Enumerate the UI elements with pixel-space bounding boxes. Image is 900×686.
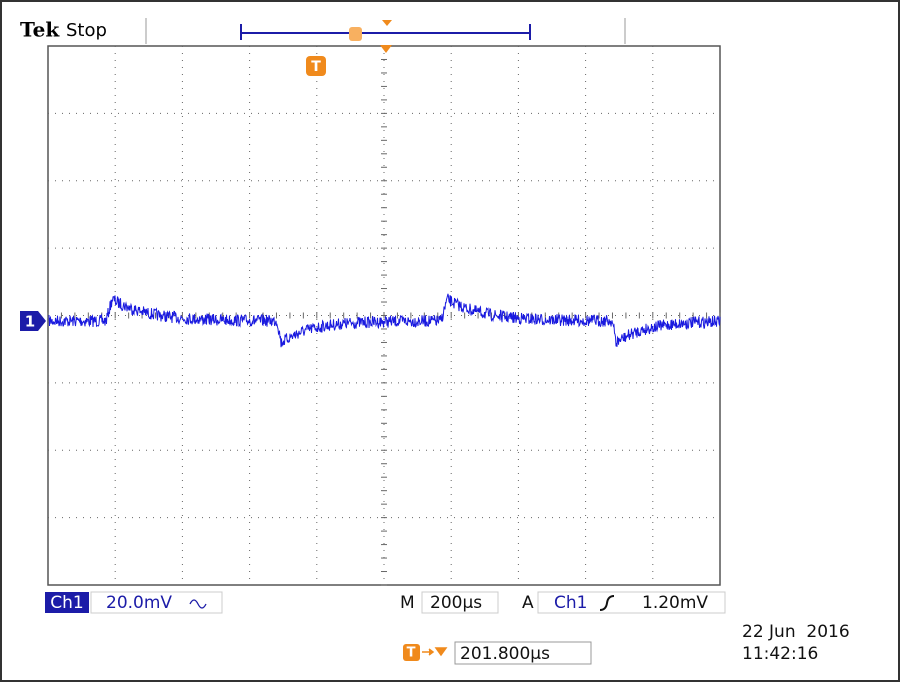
trigger-position-badge	[403, 644, 420, 661]
channel-badge	[45, 592, 89, 613]
trigger-position-box	[454, 641, 592, 665]
trigger-position: 201.800µs	[460, 644, 550, 664]
record-bar	[240, 20, 531, 41]
timebase-label: M	[400, 593, 415, 613]
scale: 20.0mV	[106, 593, 172, 613]
date: 22 Jun 2016	[742, 622, 850, 642]
waveform	[48, 293, 721, 348]
timebase-box	[421, 591, 499, 614]
trigger-position-arrow	[422, 647, 448, 657]
trigger-icon	[306, 56, 326, 76]
trigger-position-icon	[380, 45, 392, 53]
trigger-source: Ch1	[554, 593, 587, 613]
scale-box	[90, 591, 223, 614]
timebase: 200µs	[430, 593, 482, 613]
coupling-icon	[189, 599, 207, 609]
trigger-box	[537, 591, 726, 614]
status: Stop	[66, 20, 107, 41]
slope-icon	[599, 595, 615, 611]
trigger-label: A	[522, 593, 534, 613]
trigger-level: 1.20mV	[642, 593, 708, 613]
trigger-icon-label: T	[311, 59, 321, 75]
graticule	[47, 45, 721, 586]
time: 11:42:16	[742, 644, 818, 664]
channel-marker-label: 1	[25, 313, 35, 331]
channel: Ch1	[50, 593, 83, 613]
brand: Tek	[20, 18, 60, 42]
channel-marker	[20, 311, 46, 331]
trigger-position-marker: T	[407, 646, 416, 661]
